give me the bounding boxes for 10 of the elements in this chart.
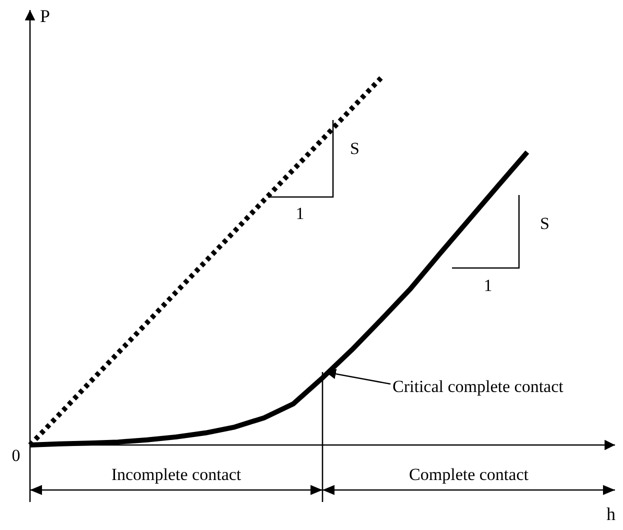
annotation: 1 xyxy=(296,204,304,223)
text: 0 xyxy=(12,446,20,465)
annotation: S xyxy=(540,214,550,233)
y-axis-title: P xyxy=(40,6,50,26)
annotation: 1 xyxy=(484,276,492,295)
annotation: Critical complete contact xyxy=(392,376,564,396)
text: Complete contact xyxy=(409,464,529,484)
x-axis-title: h xyxy=(606,504,616,524)
annotation: S xyxy=(350,138,360,158)
text: Incomplete contact xyxy=(111,464,242,484)
